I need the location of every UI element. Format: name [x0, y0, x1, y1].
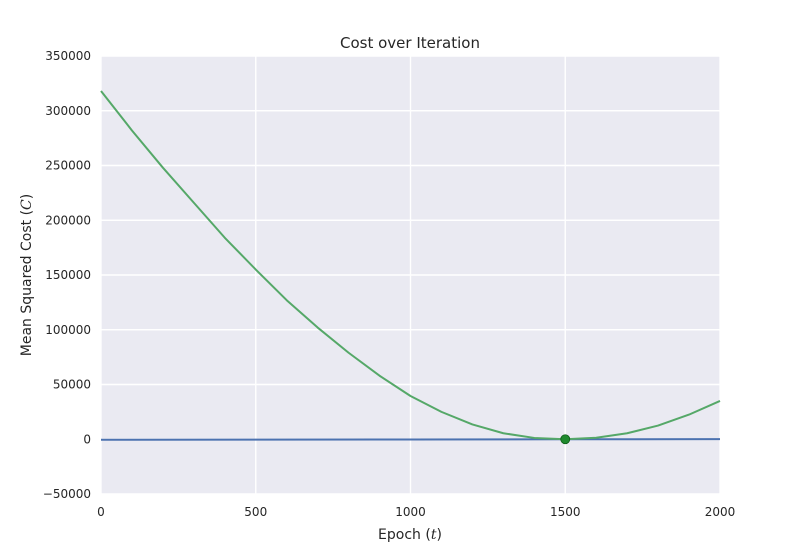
x-tick-label: 2000 [705, 505, 736, 519]
y-tick-label: 250000 [45, 159, 91, 173]
y-tick-label: 50000 [53, 378, 91, 392]
series-line-2 [100, 90, 721, 441]
y-tick-label: 100000 [45, 323, 91, 337]
y-tick-label: 150000 [45, 268, 91, 282]
y-tick-label: 200000 [45, 213, 91, 227]
minimum-marker [560, 434, 571, 445]
y-tick-label: −50000 [43, 487, 91, 501]
y-axis-label: Mean Squared Cost (C) [19, 194, 35, 356]
x-axis-label: Epoch (t) [378, 527, 442, 543]
x-tick-label: 500 [244, 505, 267, 519]
y-tick-labels: −50000 0 50000 100000 150000 200000 250000 3000… [43, 49, 91, 501]
x-tick-label: 0 [97, 505, 105, 519]
y-tick-label: 300000 [45, 104, 91, 118]
x-axis-label-text: Epoch ( [378, 527, 431, 543]
x-tick-labels: 0 500 1000 1500 2000 [97, 505, 735, 519]
y-axis-label-close: ) [19, 194, 35, 199]
grid [100, 55, 721, 495]
y-tick-label: 350000 [45, 49, 91, 63]
y-axis-label-var: C [19, 199, 35, 210]
series-line-1 [100, 438, 721, 441]
chart-title: Cost over Iteration [340, 34, 480, 52]
y-tick-label: 0 [83, 432, 91, 446]
x-axis-label-var: t [431, 527, 437, 543]
y-axis-label-text: Mean Squared Cost ( [19, 210, 35, 356]
x-axis-label-close: ) [436, 527, 441, 543]
marker-layer [560, 434, 571, 445]
x-tick-label: 1000 [395, 505, 426, 519]
series-layer [100, 90, 721, 441]
x-tick-label: 1500 [550, 505, 581, 519]
